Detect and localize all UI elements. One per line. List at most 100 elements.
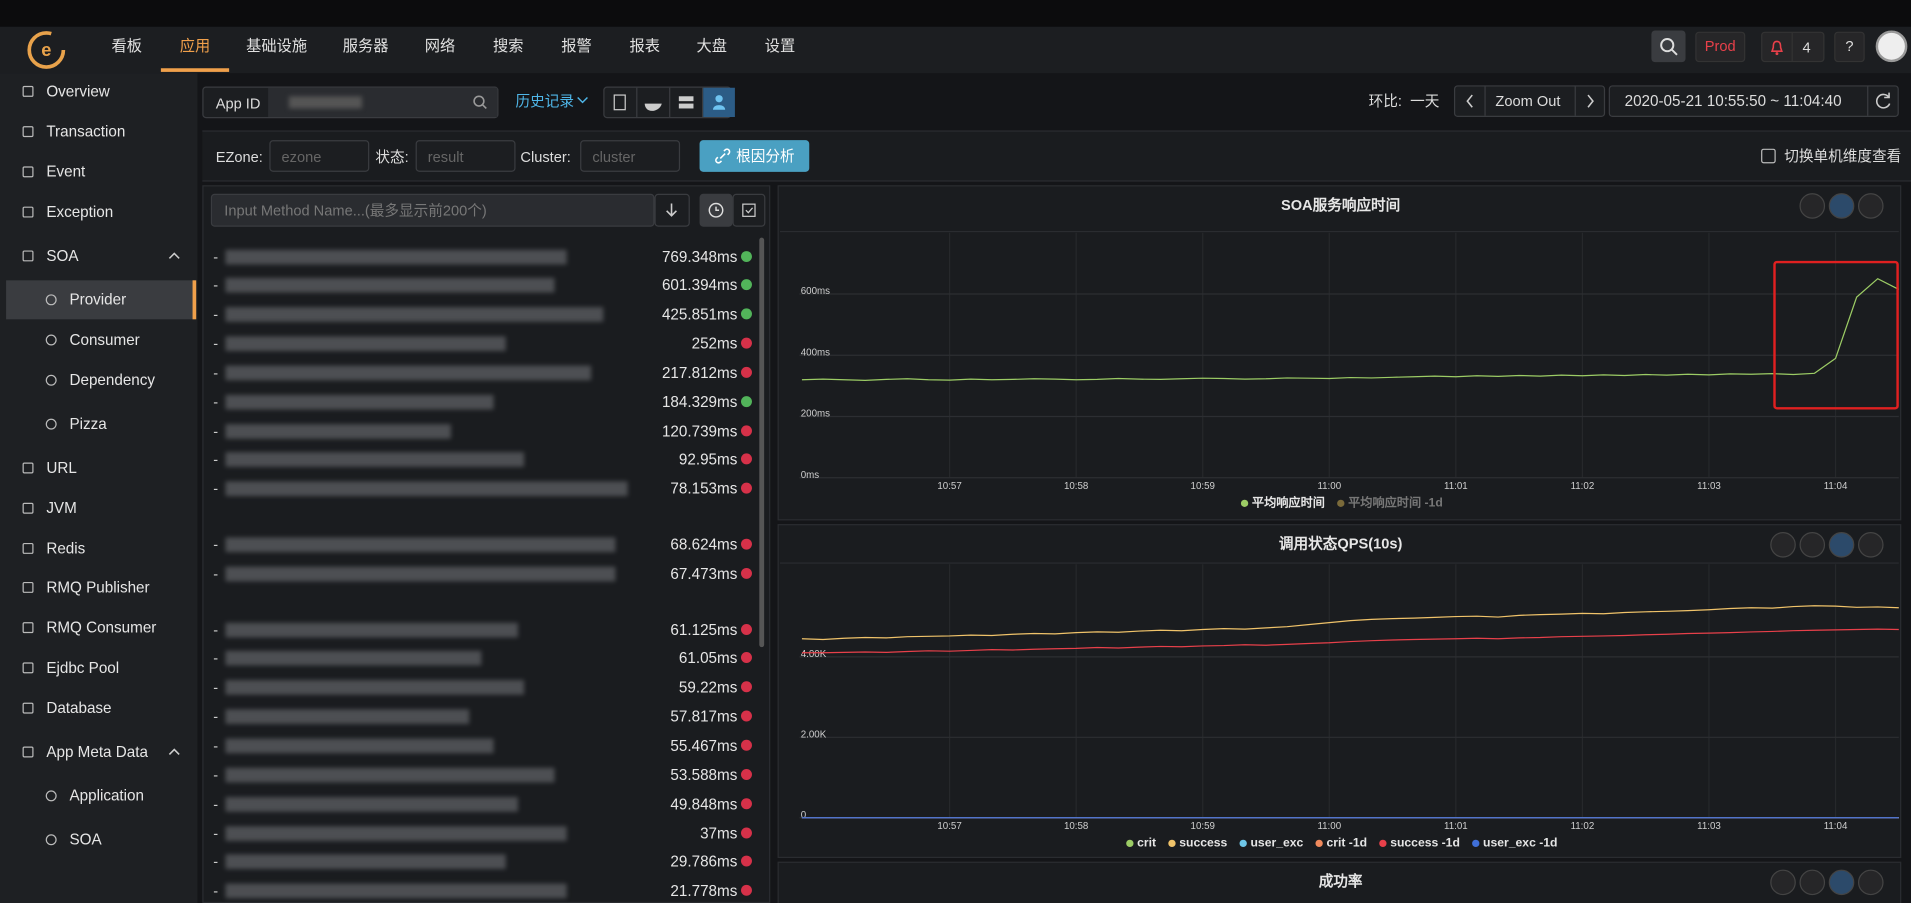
method-latency[interactable]: 184.329ms	[661, 393, 738, 411]
legend: 平均响应时间 平均响应时间 -1d	[1240, 495, 1443, 510]
menu-item[interactable]: Ejdbc Pool	[46, 659, 120, 677]
refresh-button[interactable]	[1868, 87, 1897, 116]
chart-tool-button[interactable]	[1828, 531, 1855, 558]
next-button[interactable]	[1576, 87, 1605, 116]
status-dot	[741, 798, 752, 810]
zoom-out-button[interactable]: Zoom Out	[1495, 92, 1561, 110]
menu-item[interactable]: SOA	[46, 247, 79, 265]
method-latency[interactable]: 61.125ms	[670, 621, 738, 639]
legend-label[interactable]: user_exc	[1250, 836, 1303, 850]
history-link[interactable]: 历史记录	[515, 92, 575, 110]
nav-item[interactable]: 服务器	[342, 37, 389, 55]
blurred-method-name	[225, 277, 555, 293]
sort-button[interactable]	[654, 193, 690, 227]
help-button[interactable]: ?	[1834, 31, 1865, 63]
menu-item[interactable]: App Meta Data	[46, 743, 148, 761]
prev-button[interactable]	[1455, 87, 1484, 116]
search-button[interactable]	[1651, 30, 1686, 63]
nav-item[interactable]: 看板	[111, 37, 142, 55]
server-button[interactable]	[670, 87, 704, 117]
method-latency[interactable]: 57.817ms	[670, 708, 738, 726]
menu-item[interactable]: RMQ Publisher	[46, 578, 150, 596]
nav-item[interactable]: 设置	[764, 37, 796, 55]
alert-button[interactable]: 4	[1761, 31, 1825, 63]
nav-item[interactable]: 网络	[424, 37, 456, 55]
nav-item[interactable]: 报表	[629, 37, 660, 55]
single-toggle-checkbox[interactable]	[1761, 148, 1776, 164]
method-latency[interactable]: 425.851ms	[661, 305, 738, 323]
legend-label[interactable]: 平均响应时间	[1252, 495, 1325, 510]
method-latency[interactable]: 59.22ms	[678, 678, 738, 696]
menu-item[interactable]: RMQ Consumer	[46, 619, 157, 637]
method-latency[interactable]: 601.394ms	[661, 276, 738, 294]
menu-item[interactable]: Overview	[46, 82, 110, 100]
chart-tool-button[interactable]	[1857, 869, 1884, 896]
env-button[interactable]: Prod	[1695, 31, 1746, 63]
chart-tool-button[interactable]	[1770, 869, 1796, 896]
method-latency[interactable]: 67.473ms	[670, 565, 738, 583]
legend-label[interactable]: success -1d	[1390, 836, 1460, 850]
menu-item[interactable]: SOA	[69, 831, 102, 849]
time-range-box[interactable]: 2020-05-21 10:55:50 ~ 11:04:40	[1608, 85, 1899, 117]
nav-item[interactable]: 搜索	[492, 37, 524, 55]
menu-item[interactable]: Event	[46, 163, 86, 181]
method-latency[interactable]: 78.153ms	[670, 480, 738, 498]
avatar[interactable]	[1875, 30, 1908, 63]
menu-item[interactable]: Transaction	[46, 123, 126, 141]
method-latency[interactable]: 21.778ms	[670, 882, 738, 900]
method-latency[interactable]: 92.95ms	[678, 450, 738, 468]
chart-tool-button[interactable]	[1857, 193, 1884, 219]
nav-item[interactable]: 报警	[561, 37, 592, 55]
menu-icon	[22, 662, 34, 674]
select-button[interactable]	[732, 193, 766, 227]
docker-button[interactable]	[637, 87, 671, 117]
nav-item[interactable]: 应用	[179, 37, 211, 55]
legend-label[interactable]: user_exc -1d	[1483, 836, 1557, 850]
app-id-box: App ID	[202, 86, 499, 119]
blurred-method-name	[225, 481, 628, 497]
legend-label[interactable]: success	[1179, 836, 1227, 850]
nav-item[interactable]: 大盘	[696, 37, 727, 55]
user-button[interactable]	[703, 87, 735, 117]
menu-icon	[22, 542, 34, 554]
method-latency[interactable]: 29.786ms	[670, 853, 738, 871]
chart-tool-button[interactable]	[1799, 869, 1826, 896]
menu-item[interactable]: Application	[69, 787, 145, 805]
menu-item[interactable]: Exception	[46, 203, 114, 221]
method-latency[interactable]: 769.348ms	[661, 248, 738, 266]
method-latency[interactable]: 120.739ms	[661, 422, 738, 440]
legend-label[interactable]: crit	[1137, 836, 1156, 850]
chart-tool-button[interactable]	[1770, 531, 1796, 558]
ezone-input[interactable]: ezone	[269, 140, 370, 172]
method-latency[interactable]: 61.05ms	[678, 649, 738, 667]
menu-item[interactable]: URL	[46, 459, 77, 477]
menu-item[interactable]: Dependency	[69, 371, 156, 389]
menu-item[interactable]: Provider	[69, 291, 127, 309]
menu-item[interactable]: Database	[46, 699, 112, 717]
legend-label[interactable]: 平均响应时间 -1d	[1348, 495, 1443, 510]
menu-item[interactable]: Pizza	[69, 415, 107, 433]
chart-tool-button[interactable]	[1799, 193, 1826, 219]
nav-item[interactable]: 基础设施	[246, 37, 308, 55]
chart-tool-button[interactable]	[1799, 531, 1826, 558]
chart-tool-button[interactable]	[1828, 193, 1855, 219]
method-latency[interactable]: 37ms	[700, 825, 738, 843]
time-sort-button[interactable]	[699, 193, 733, 227]
status-input[interactable]: result	[415, 140, 516, 172]
method-latency[interactable]: 53.588ms	[670, 766, 738, 784]
method-latency[interactable]: 217.812ms	[661, 364, 738, 382]
method-latency[interactable]: 55.467ms	[670, 737, 738, 755]
method-latency[interactable]: 252ms	[691, 335, 738, 353]
clipboard-button[interactable]	[605, 87, 638, 117]
cluster-input[interactable]: cluster	[580, 140, 681, 172]
menu-item[interactable]: JVM	[46, 499, 77, 517]
menu-item[interactable]: Consumer	[69, 331, 140, 349]
menu-item[interactable]: Redis	[46, 539, 86, 557]
chart-tool-button[interactable]	[1828, 869, 1855, 896]
method-search[interactable]: Input Method Name...(最多显示前200个)	[210, 193, 655, 227]
method-latency[interactable]: 49.848ms	[670, 795, 738, 813]
legend-label[interactable]: crit -1d	[1326, 836, 1367, 850]
chart-tool-button[interactable]	[1857, 531, 1884, 558]
method-latency[interactable]: 68.624ms	[670, 536, 738, 554]
root-cause-button[interactable]: 根因分析	[699, 140, 810, 172]
